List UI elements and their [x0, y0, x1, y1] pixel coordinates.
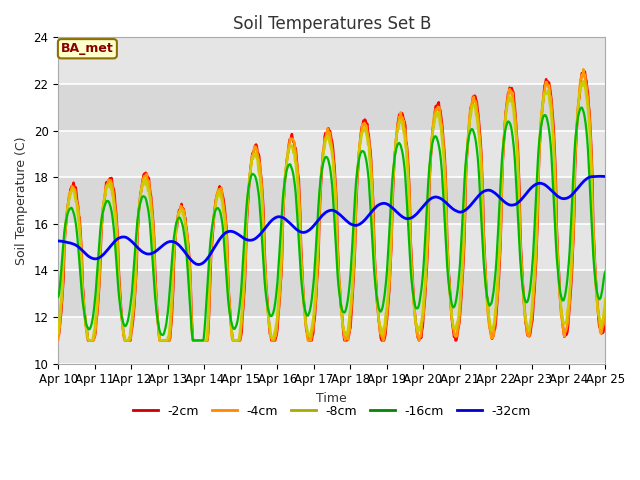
-16cm — [206, 247, 214, 253]
-2cm — [581, 69, 589, 74]
-32cm — [602, 174, 609, 180]
-4cm — [399, 118, 407, 124]
Line: -8cm: -8cm — [58, 81, 605, 340]
-8cm — [399, 125, 407, 131]
-2cm — [177, 204, 184, 210]
Bar — [58, 224, 605, 270]
-16cm — [602, 268, 609, 274]
-4cm — [54, 336, 62, 342]
-8cm — [580, 78, 588, 84]
X-axis label: Time: Time — [317, 392, 348, 405]
-8cm — [65, 202, 72, 208]
-4cm — [415, 337, 423, 343]
Line: -4cm: -4cm — [58, 69, 605, 340]
-32cm — [195, 262, 202, 267]
-8cm — [602, 296, 609, 301]
Line: -2cm: -2cm — [58, 72, 605, 340]
Title: Soil Temperatures Set B: Soil Temperatures Set B — [233, 15, 431, 33]
-4cm — [177, 203, 184, 209]
Line: -32cm: -32cm — [58, 176, 605, 264]
-32cm — [399, 214, 407, 220]
-8cm — [85, 337, 93, 343]
Bar — [58, 131, 605, 177]
-16cm — [65, 209, 72, 215]
-2cm — [399, 114, 407, 120]
Bar — [58, 317, 605, 364]
Bar — [58, 84, 605, 131]
-16cm — [176, 215, 184, 221]
Bar — [58, 177, 605, 224]
-16cm — [121, 323, 129, 328]
-4cm — [85, 337, 93, 343]
-4cm — [122, 337, 129, 343]
-16cm — [578, 105, 586, 110]
-16cm — [415, 302, 423, 308]
Line: -16cm: -16cm — [58, 108, 605, 340]
-32cm — [121, 234, 129, 240]
Bar — [58, 37, 605, 84]
-2cm — [84, 337, 92, 343]
-16cm — [399, 153, 407, 159]
-8cm — [177, 207, 184, 213]
-32cm — [206, 252, 214, 258]
-32cm — [65, 240, 72, 246]
-8cm — [122, 337, 129, 343]
-2cm — [122, 337, 129, 343]
Legend: -2cm, -4cm, -8cm, -16cm, -32cm: -2cm, -4cm, -8cm, -16cm, -32cm — [127, 400, 536, 423]
-2cm — [415, 337, 423, 343]
-4cm — [602, 307, 609, 312]
-8cm — [206, 264, 214, 270]
-4cm — [65, 201, 72, 207]
-2cm — [206, 291, 214, 297]
-2cm — [54, 333, 62, 339]
-4cm — [206, 279, 214, 285]
-2cm — [65, 201, 72, 206]
-16cm — [54, 294, 62, 300]
Bar — [58, 270, 605, 317]
-4cm — [580, 66, 588, 72]
Text: BA_met: BA_met — [61, 42, 114, 55]
-16cm — [189, 337, 197, 343]
-8cm — [54, 331, 62, 336]
-8cm — [415, 324, 423, 330]
-32cm — [415, 208, 423, 214]
-32cm — [54, 238, 62, 244]
-2cm — [602, 308, 609, 314]
-32cm — [594, 173, 602, 179]
-32cm — [176, 243, 184, 249]
Y-axis label: Soil Temperature (C): Soil Temperature (C) — [15, 136, 28, 265]
